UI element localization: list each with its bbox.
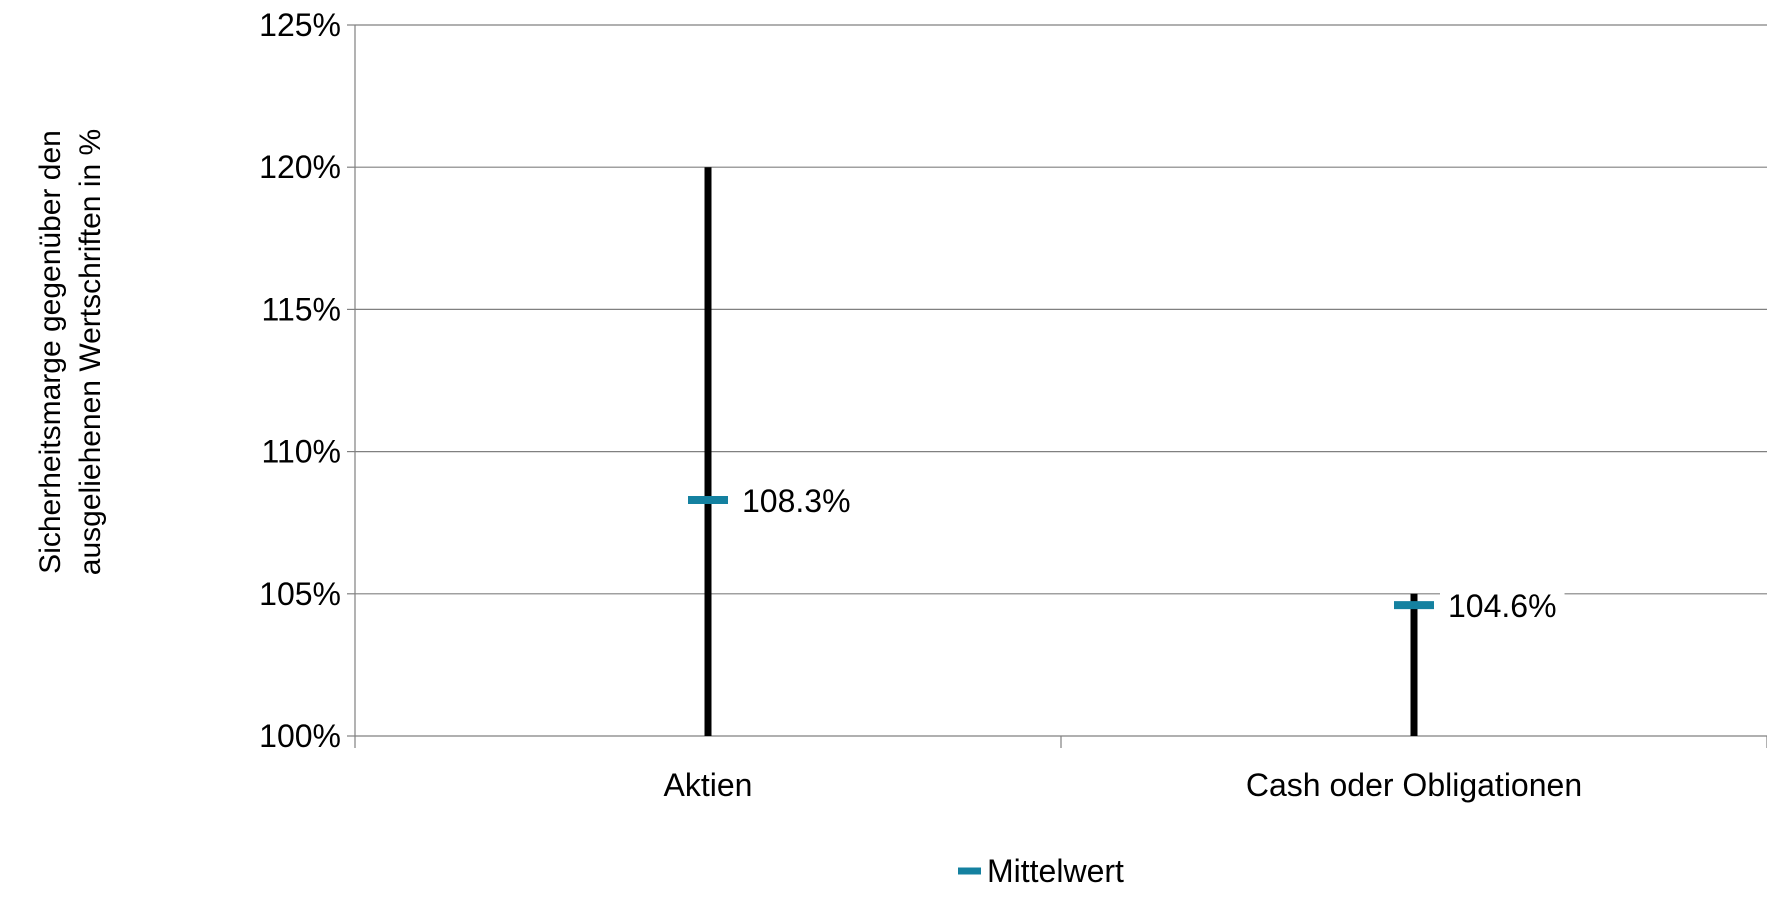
data-label: 104.6% bbox=[1448, 588, 1557, 624]
y-axis-title-line: ausgeliehenen Wertschriften in % bbox=[74, 129, 107, 575]
y-tick-label: 105% bbox=[259, 576, 341, 612]
y-tick-labels: 100% 105% 110% 115% 120% 125% bbox=[259, 7, 341, 754]
range-bars bbox=[704, 167, 1418, 736]
y-tick-label: 115% bbox=[262, 291, 341, 327]
category-label: Cash oder Obligationen bbox=[1246, 767, 1582, 803]
y-axis-title-line: Sicherheitsmarge gegenüber den bbox=[34, 130, 67, 574]
y-tick-label: 125% bbox=[259, 7, 341, 43]
gridlines bbox=[355, 24, 1767, 595]
y-tick-label: 110% bbox=[262, 434, 341, 470]
y-tick-label: 100% bbox=[259, 718, 341, 754]
y-tick-label: 120% bbox=[259, 149, 341, 185]
legend-label-mittelwert: Mittelwert bbox=[987, 853, 1124, 889]
legend: Mittelwert bbox=[958, 853, 1124, 889]
y-axis-title: Sicherheitsmarge gegenüber den ausgeliehe… bbox=[34, 129, 107, 575]
mean-markers bbox=[688, 495, 1434, 610]
data-label-background bbox=[1440, 583, 1565, 628]
data-labels: 108.3% 104.6% bbox=[734, 477, 1565, 628]
data-label: 108.3% bbox=[742, 483, 851, 519]
category-label: Aktien bbox=[664, 767, 753, 803]
category-labels: Aktien Cash oder Obligationen bbox=[664, 767, 1583, 803]
axes bbox=[347, 24, 1767, 748]
data-label-background bbox=[734, 477, 859, 522]
